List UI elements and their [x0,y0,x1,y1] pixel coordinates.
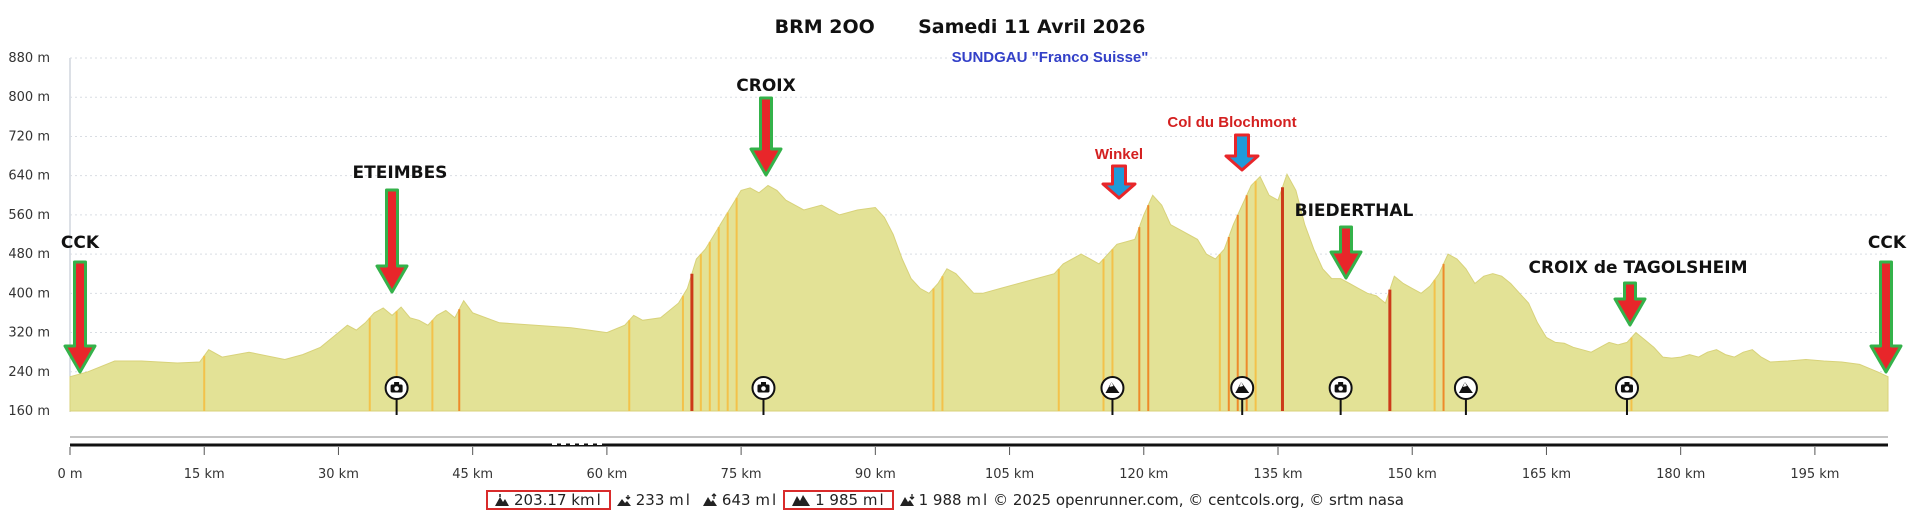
annotation-croix-de-tagolsheim: CROIX de TAGOLSHEIM [1529,258,1748,327]
x-tick-label: 195 km [1790,467,1839,482]
red-arrow-icon [1613,281,1647,327]
event-name: BRM 2OO [774,16,875,38]
annotation-label: CCK [61,233,100,253]
x-tick-label: 15 km [184,467,225,482]
descent-icon [899,494,915,506]
mountain-pass-icon [1453,376,1478,415]
x-tick-label: 165 km [1522,467,1571,482]
y-axis-labels: 160 m 240 m 320 m 400 m 480 m 560 m 640 m 720 m… [8,51,50,419]
x-axis: 0 m 15 km 30 km 45 km 60 km 75 km 90 km 105 km 1… [57,436,1888,482]
y-tick-label: 480 m [8,247,50,262]
climb-gradient-bands [203,181,1633,411]
mountain-pass-icon [1100,376,1125,415]
blue-arrow-icon [1224,133,1260,172]
x-tick-label: 45 km [452,467,493,482]
annotation-label: CROIX [736,76,795,96]
chart-subtitle: SUNDGAU "Franco Suisse" [951,49,1149,66]
annotation-cck: CCK [1868,233,1907,374]
red-arrow-icon [749,96,783,177]
elevation-area [69,172,1889,412]
annotation-label: ETEIMBES [353,163,448,183]
y-tick-label: 640 m [8,169,50,184]
annotation-label: CCK [1868,233,1907,253]
camera-icon [384,376,409,415]
x-tick-label: 135 km [1253,467,1302,482]
red-arrow-icon [63,260,97,374]
place-annotations: CCK ETEIMBES CROIX Winkel Col du Blochmont BI… [61,76,1907,374]
x-tick-label: 120 km [1119,467,1168,482]
chart-title: BRM 2OO Samedi 11 Avril 2026 [0,16,1920,38]
red-arrow-icon [375,188,409,294]
min-elevation-icon [616,495,631,506]
x-tick-label: 75 km [721,467,762,482]
annotation-label: Winkel [1095,146,1143,163]
max-elevation-icon [702,493,717,506]
annotation-eteimbes: ETEIMBES [353,163,448,294]
x-tick-label: 0 m [57,467,82,482]
y-tick-label: 880 m [8,51,50,66]
x-tick-label: 30 km [318,467,359,482]
x-tick-label: 105 km [985,467,1034,482]
annotation-croix: CROIX [736,76,796,177]
camera-icon [1328,376,1353,415]
annotation-label: Col du Blochmont [1167,114,1296,131]
event-date: Samedi 11 Avril 2026 [918,16,1146,38]
camera-icon [1614,376,1639,415]
x-tick-label: 150 km [1388,467,1437,482]
red-arrow-icon [1869,260,1903,374]
red-arrow-icon [1329,225,1363,280]
y-tick-label: 560 m [8,208,50,223]
distance-stat: 203.17 km l [486,490,611,510]
y-tick-label: 240 m [8,365,50,380]
y-tick-label: 720 m [8,129,50,144]
annotation-label: CROIX de TAGOLSHEIM [1529,258,1748,278]
y-tick-label: 320 m [8,326,50,341]
distance-icon [495,494,509,506]
y-tick-label: 800 m [8,90,50,105]
y-tick-label: 400 m [8,286,50,301]
annotation-winkel: Winkel [1095,146,1143,200]
y-tick-label: 160 m [8,404,50,419]
annotation-biederthal: BIEDERTHAL [1295,201,1414,280]
camera-icon [751,376,776,415]
annotation-cck: CCK [61,233,100,374]
blue-arrow-icon [1101,164,1137,200]
annotation-col-du-blochmont: Col du Blochmont [1167,114,1297,172]
mountain-pass-icon [1230,376,1255,415]
annotation-label: BIEDERTHAL [1295,201,1414,221]
x-tick-label: 90 km [855,467,896,482]
elevation-fill [69,172,1889,412]
climb-icon [792,495,811,506]
map-credits: © 2025 openrunner.com, © centcols.org, ©… [993,491,1404,509]
x-tick-label: 180 km [1656,467,1705,482]
x-tick-label: 60 km [586,467,627,482]
poi-markers [384,376,1639,415]
